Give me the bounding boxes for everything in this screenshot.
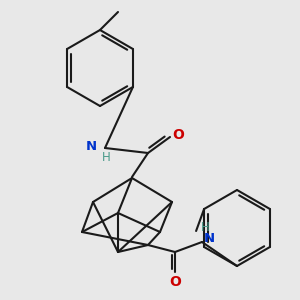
- Text: N: N: [204, 232, 215, 245]
- Text: N: N: [86, 140, 97, 152]
- Text: O: O: [169, 275, 181, 289]
- Text: H: H: [102, 151, 111, 164]
- Text: H: H: [201, 221, 210, 234]
- Text: O: O: [172, 128, 184, 142]
